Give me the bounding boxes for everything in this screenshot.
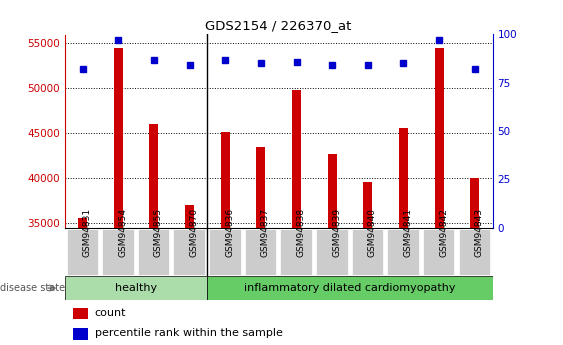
FancyBboxPatch shape xyxy=(352,229,383,275)
FancyBboxPatch shape xyxy=(209,229,240,275)
FancyBboxPatch shape xyxy=(66,229,98,275)
FancyBboxPatch shape xyxy=(280,229,312,275)
Bar xyxy=(328,154,337,345)
Bar xyxy=(256,147,265,345)
Bar xyxy=(114,48,123,345)
FancyBboxPatch shape xyxy=(245,229,276,275)
FancyBboxPatch shape xyxy=(138,229,169,275)
Title: GDS2154 / 226370_at: GDS2154 / 226370_at xyxy=(205,19,352,32)
Bar xyxy=(292,90,301,345)
Text: GSM94870: GSM94870 xyxy=(190,208,199,257)
Text: count: count xyxy=(95,308,126,318)
Bar xyxy=(435,48,444,345)
Text: healthy: healthy xyxy=(115,283,157,293)
Text: disease state: disease state xyxy=(0,283,65,293)
Text: GSM94842: GSM94842 xyxy=(439,208,448,257)
Bar xyxy=(363,182,372,345)
Text: GSM94837: GSM94837 xyxy=(261,208,270,257)
Text: percentile rank within the sample: percentile rank within the sample xyxy=(95,328,283,338)
FancyBboxPatch shape xyxy=(102,229,133,275)
Text: GSM94838: GSM94838 xyxy=(297,208,306,257)
FancyBboxPatch shape xyxy=(173,229,205,275)
Text: GSM94843: GSM94843 xyxy=(475,208,484,257)
Text: GSM94841: GSM94841 xyxy=(404,208,413,257)
Bar xyxy=(73,328,88,339)
FancyBboxPatch shape xyxy=(459,229,490,275)
Bar xyxy=(185,205,194,345)
Bar xyxy=(470,178,479,345)
Text: GSM94836: GSM94836 xyxy=(225,208,234,257)
Bar xyxy=(149,124,158,345)
Text: GSM94840: GSM94840 xyxy=(368,208,377,257)
Text: GSM94831: GSM94831 xyxy=(83,208,92,257)
Text: GSM94854: GSM94854 xyxy=(118,208,127,257)
Bar xyxy=(78,218,87,345)
FancyBboxPatch shape xyxy=(387,229,419,275)
Bar xyxy=(207,276,493,300)
Text: GSM94855: GSM94855 xyxy=(154,208,163,257)
Bar xyxy=(221,131,230,345)
FancyBboxPatch shape xyxy=(316,229,347,275)
FancyBboxPatch shape xyxy=(423,229,454,275)
Bar xyxy=(65,276,207,300)
Text: GSM94839: GSM94839 xyxy=(332,208,341,257)
Bar xyxy=(399,128,408,345)
Bar xyxy=(73,308,88,319)
Text: inflammatory dilated cardiomyopathy: inflammatory dilated cardiomyopathy xyxy=(244,283,455,293)
